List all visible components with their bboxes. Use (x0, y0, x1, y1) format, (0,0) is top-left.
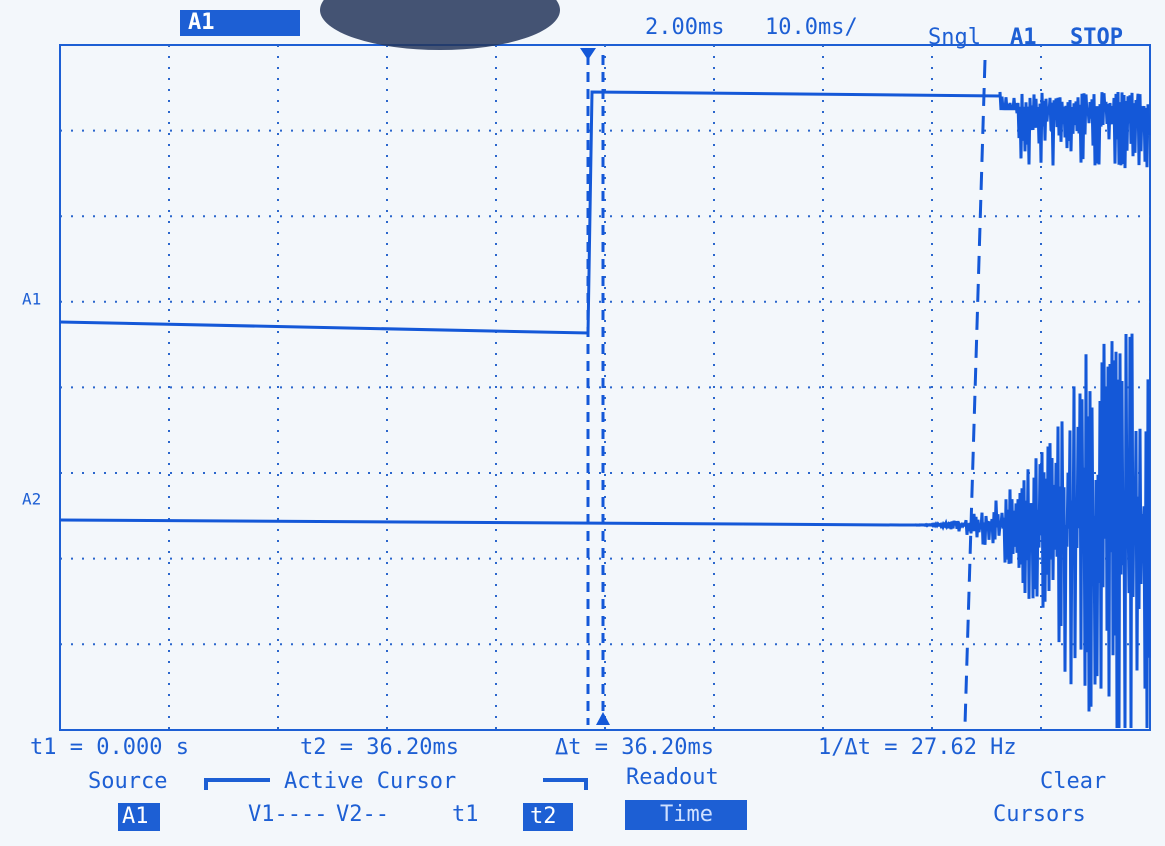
glare (320, 0, 560, 50)
readout-box[interactable] (625, 800, 747, 830)
marker-a1: A1 (22, 290, 41, 309)
menu-v2[interactable]: V2-- (336, 802, 389, 827)
t2-box[interactable] (523, 803, 573, 831)
menu-source-label: Source (88, 769, 167, 794)
trace-a2 (59, 333, 1151, 729)
trigger-source: A1 (1010, 25, 1037, 50)
timebase: 10.0ms/ (765, 15, 858, 40)
menu-clear: Clear (1040, 769, 1106, 794)
readout-freq: 1/Δt = 27.62 Hz (818, 735, 1017, 760)
marker-a2: A2 (22, 490, 41, 509)
menu-readout-label: Readout (626, 765, 719, 790)
menu-cursors[interactable]: Cursors (993, 802, 1086, 827)
menu-source-value[interactable]: A1 (122, 804, 149, 829)
menu-active-cursor: Active Cursor (284, 769, 456, 794)
bracket (204, 778, 588, 790)
menu-t1[interactable]: t1 (452, 802, 479, 827)
readout-t1: t1 = 0.000 s (30, 735, 189, 760)
menu-t2[interactable]: t2 (530, 804, 557, 829)
readout-delta: Δt = 36.20ms (555, 735, 714, 760)
mode: Sngl (928, 25, 981, 50)
source-box[interactable] (118, 803, 160, 831)
menu-readout-value[interactable]: Time (660, 802, 713, 827)
readout-t2: t2 = 36.20ms (300, 735, 459, 760)
state: STOP (1070, 25, 1123, 50)
trigger-level: 2.00ms (645, 15, 724, 40)
menu-v1[interactable]: V1---- (248, 802, 327, 827)
header-channel: A1 (188, 10, 215, 35)
channel-tag (180, 10, 300, 36)
graticule (60, 45, 1150, 730)
trace-a1 (59, 90, 1151, 335)
